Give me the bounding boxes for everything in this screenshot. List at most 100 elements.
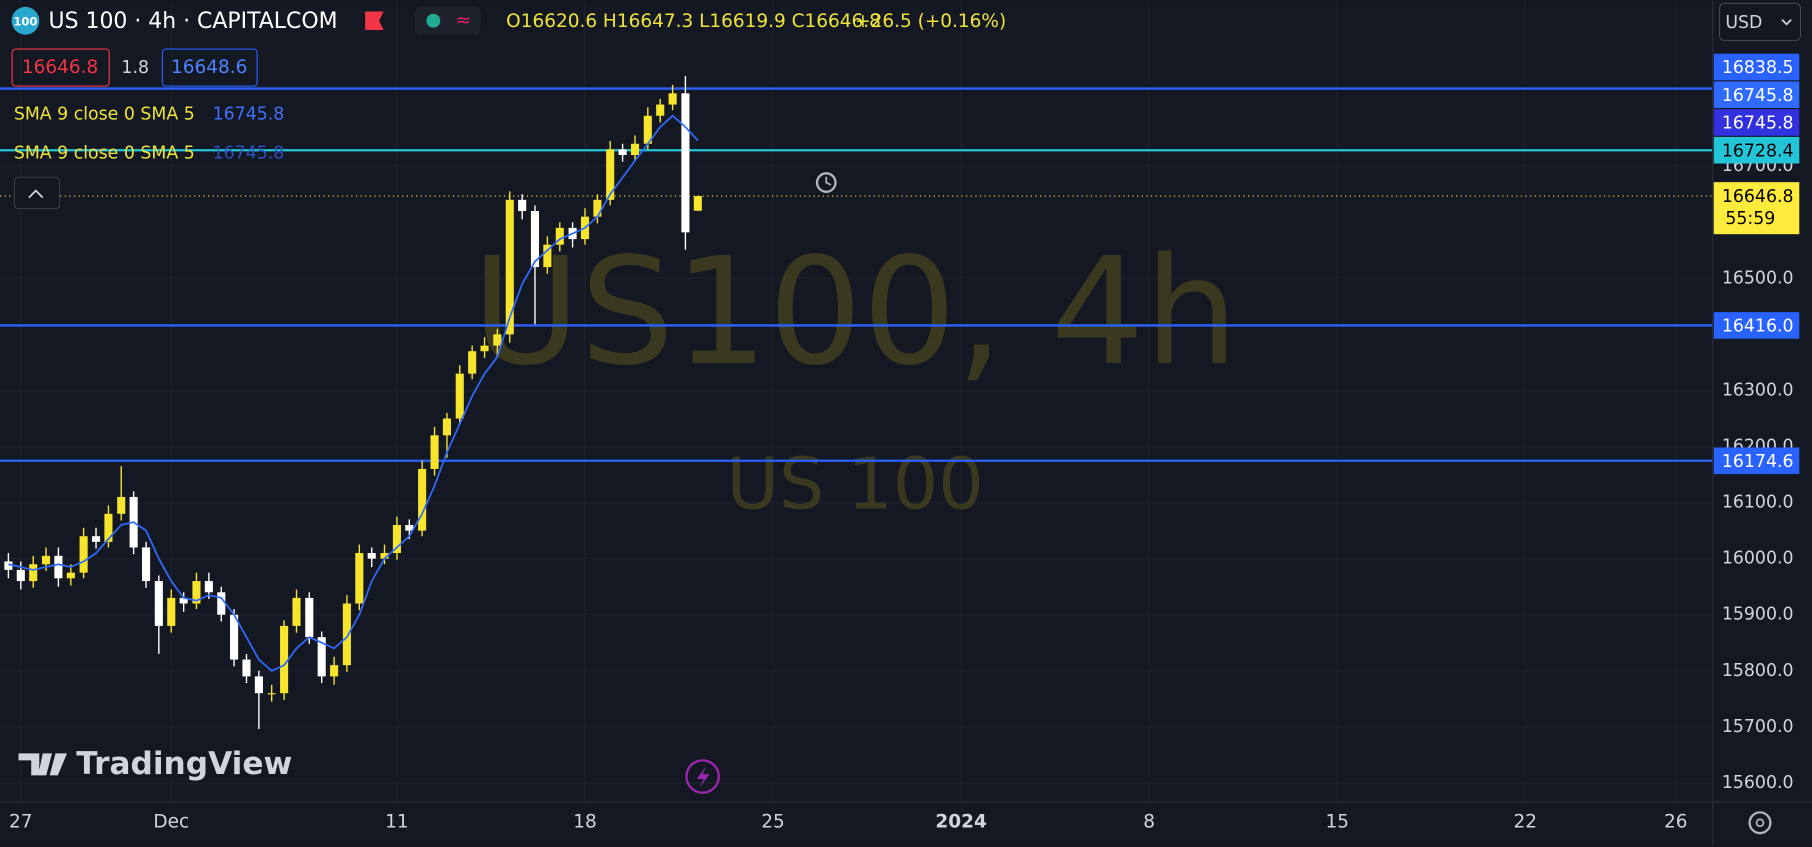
candle-body — [468, 351, 477, 374]
countdown: 55:59 — [1725, 209, 1775, 229]
candle-body — [167, 597, 176, 626]
level-price-label: 16728.4 — [1722, 141, 1794, 161]
candle-body — [117, 496, 126, 514]
symbol-badge-text: 100 — [13, 14, 37, 28]
candle-body — [91, 536, 101, 542]
candle-body — [154, 581, 163, 626]
sma-price-label: 16745.8 — [1722, 114, 1794, 134]
candle-body — [317, 637, 326, 677]
ask-price: 16648.6 — [171, 57, 247, 78]
sma-price-label-bg — [1713, 109, 1800, 136]
symbol-title[interactable]: US 100 · 4h · CAPITALCOM — [49, 9, 338, 34]
candle-body — [66, 572, 75, 579]
candle-body — [54, 555, 63, 579]
candle-body — [342, 603, 351, 666]
buy-button[interactable] — [161, 48, 258, 87]
settings-icon-center — [1755, 818, 1765, 828]
currency-select[interactable] — [1718, 2, 1802, 41]
candle-body — [217, 592, 226, 615]
last-price-bg — [1713, 182, 1800, 235]
symbol-badge — [11, 6, 40, 35]
settings-icon[interactable] — [1748, 811, 1772, 835]
candle-body — [493, 334, 502, 346]
candle-body — [292, 597, 301, 626]
candle-body — [518, 199, 527, 212]
candle-body — [267, 693, 276, 695]
price-axis: 16700.016500.016300.016200.016100.016000… — [1713, 53, 1800, 793]
y-tick-label: 16500.0 — [1722, 268, 1794, 288]
alarm-icon[interactable] — [815, 172, 837, 193]
y-tick-label: 15800.0 — [1722, 661, 1794, 681]
x-tick-label: 26 — [1664, 812, 1688, 833]
watermark-title: US100, 4h — [472, 226, 1238, 398]
bid-price: 16646.8 — [22, 57, 98, 78]
y-tick-label: 15900.0 — [1722, 605, 1794, 625]
ohlc-values: O16620.6 H16647.3 L16619.9 C16646.8 — [506, 11, 881, 32]
sell-button[interactable] — [11, 48, 110, 87]
y-tick-label: 15600.0 — [1722, 773, 1794, 793]
y-tick-label: 16100.0 — [1722, 493, 1794, 513]
candle-body — [405, 525, 414, 531]
x-tick-label: 2024 — [935, 812, 986, 833]
watermark-subtitle: US 100 — [726, 442, 983, 525]
candle-body — [330, 665, 339, 677]
candle-body — [593, 199, 602, 217]
price-change: +26.5 (+0.16%) — [855, 11, 1006, 32]
sma-price-label-bg — [1713, 81, 1800, 109]
x-tick-label: 8 — [1143, 812, 1155, 833]
indicator-value: 16745.8 — [213, 104, 285, 124]
candle-body — [543, 244, 552, 268]
candle-body — [681, 93, 690, 233]
level-price-label-bg — [1713, 312, 1800, 339]
candle-body — [442, 418, 451, 436]
level-price-label-bg — [1713, 53, 1800, 81]
candle-body — [530, 211, 540, 268]
candle-body — [280, 625, 289, 694]
currency-label: USD — [1725, 13, 1762, 33]
candle-body — [16, 569, 25, 582]
candle-body — [230, 614, 239, 660]
x-tick-label: Dec — [153, 812, 189, 833]
level-price-label-bg — [1713, 447, 1800, 475]
grid — [0, 1, 1713, 802]
lightning — [696, 766, 710, 789]
x-tick-label: 18 — [573, 812, 597, 833]
candle-body — [480, 345, 489, 352]
candle-body — [192, 581, 201, 604]
candle-body — [204, 581, 213, 593]
candle-body — [630, 143, 640, 155]
y-tick-label: 16000.0 — [1722, 549, 1794, 569]
status-pill[interactable] — [414, 6, 481, 35]
candle-body — [643, 115, 652, 144]
candle-body — [29, 564, 38, 582]
candle-body — [305, 597, 314, 638]
indicator-name[interactable]: SMA 9 close 0 SMA 5 — [14, 104, 195, 124]
candle-body — [656, 104, 665, 116]
candle-body — [418, 468, 427, 531]
dropdown-arrow — [1781, 19, 1792, 26]
last-price-label: 16646.8 — [1722, 187, 1794, 207]
candle-body — [179, 597, 188, 604]
x-tick-label: 22 — [1514, 812, 1538, 833]
events-icon[interactable] — [685, 759, 720, 794]
candle-body — [380, 553, 389, 559]
candle-body — [355, 553, 364, 604]
sma-price-label: 16745.8 — [1722, 86, 1794, 106]
candle-body — [104, 513, 113, 542]
y-tick-label: 16300.0 — [1722, 380, 1794, 400]
tradingview-logo — [18, 753, 68, 776]
candle-body — [392, 525, 401, 554]
sma-line — [8, 114, 699, 672]
level-price-label: 16838.5 — [1722, 58, 1794, 78]
candle-body — [430, 435, 439, 469]
x-tick-label: 27 — [9, 812, 33, 833]
flag-icon[interactable] — [365, 11, 384, 31]
market-open-dot — [426, 13, 441, 28]
candle-body — [41, 555, 51, 565]
branding[interactable]: TradingView — [76, 746, 292, 782]
candle-body — [254, 676, 263, 694]
indicator-name[interactable]: SMA 9 close 0 SMA 5 — [14, 144, 195, 164]
candle-body — [79, 536, 88, 573]
level-price-label: 16174.6 — [1722, 452, 1794, 472]
